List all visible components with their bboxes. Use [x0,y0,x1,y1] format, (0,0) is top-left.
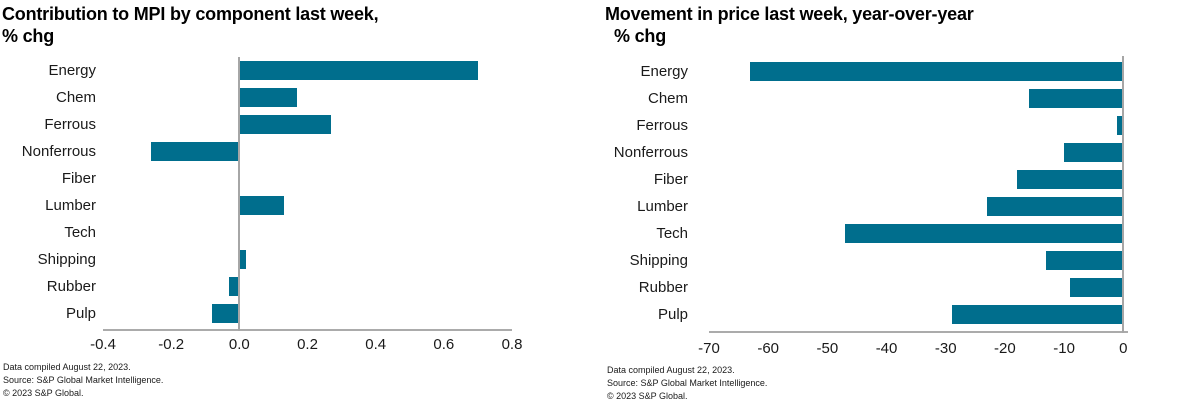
category-label-nonferrous: Nonferrous [21,143,96,160]
x-tick-label: -0.2 [158,336,185,353]
x-tick-label: 0 [1119,340,1128,357]
category-label-pulp: Pulp [65,305,96,322]
right-chart-title: Movement in price last week, year-over-y… [605,3,974,47]
copyright-note: © 2023 S&P Global. [607,391,688,401]
right-chart-title-line2: % chg [614,26,667,46]
left-chart-title: Contribution to MPI by component last we… [2,3,379,47]
x-tick-label: -10 [1053,340,1075,357]
category-label-ferrous: Ferrous [44,116,96,133]
category-label-ferrous: Ferrous [636,117,688,134]
bar-shipping [1046,251,1124,270]
bar-energy [239,61,478,80]
category-label-fiber: Fiber [61,170,96,187]
price-movement-chart: Movement in price last week, year-over-y… [590,0,1179,418]
category-label-rubber: Rubber [46,278,96,295]
category-label-shipping: Shipping [629,252,688,269]
category-label-energy: Energy [48,62,96,79]
category-label-rubber: Rubber [638,279,688,296]
x-tick-label: -30 [934,340,957,357]
bar-tech [845,224,1124,243]
category-label-lumber: Lumber [637,198,688,215]
left-source-footnote: Data compiled August 22, 2023. Source: S… [3,361,163,400]
category-label-shipping: Shipping [37,251,96,268]
x-axis-line [709,331,1128,333]
bar-chem [239,88,298,107]
x-tick-label: 0.8 [501,336,523,353]
x-tick-label: 0.6 [433,336,455,353]
left-chart-title-line1: Contribution to MPI by component last we… [2,4,379,24]
data-compiled-note: Data compiled August 22, 2023. [3,362,131,372]
category-label-tech: Tech [64,224,96,241]
x-tick-label: 0.4 [365,336,387,353]
x-tick-label: -70 [698,340,720,357]
right-source-footnote: Data compiled August 22, 2023. Source: S… [607,364,767,403]
bar-nonferrous [1064,143,1124,162]
bar-chem [1028,89,1124,108]
bar-rubber [1070,278,1124,297]
category-label-tech: Tech [656,225,688,242]
bar-rubber [229,277,240,296]
x-tick-label: 0.2 [297,336,318,353]
bar-nonferrous [150,142,240,161]
zero-baseline [238,57,241,331]
category-label-pulp: Pulp [657,306,688,323]
x-tick-label: -20 [994,340,1016,357]
category-label-chem: Chem [647,90,688,107]
bar-shipping [239,250,247,269]
copyright-note: © 2023 S&P Global. [3,388,84,398]
category-label-energy: Energy [640,63,688,80]
bar-lumber [239,196,284,215]
zero-baseline [1122,56,1125,333]
x-tick-label: -50 [816,340,839,357]
source-note: Source: S&P Global Market Intelligence. [607,378,768,388]
bar-fiber [1016,170,1124,189]
category-label-chem: Chem [55,89,96,106]
x-axis-line [103,329,512,331]
bar-pulp [212,304,240,323]
mpi-contribution-chart: Contribution to MPI by component last we… [2,3,523,400]
x-tick-label: -40 [875,340,898,357]
bar-ferrous [1117,116,1124,135]
left-chart-title-line2: % chg [2,26,55,46]
bar-ferrous [239,115,332,134]
source-note: Source: S&P Global Market Intelligence. [3,375,164,385]
category-label-nonferrous: Nonferrous [613,144,688,161]
category-label-lumber: Lumber [45,197,96,214]
category-label-fiber: Fiber [653,171,688,188]
x-tick-label: -60 [757,340,780,357]
data-compiled-note: Data compiled August 22, 2023. [607,365,735,375]
bar-pulp [951,305,1124,324]
right-chart-title-line1: Movement in price last week, year-over-y… [605,4,974,24]
x-tick-label: 0.0 [228,336,250,353]
bar-energy [750,62,1124,81]
x-tick-label: -0.4 [90,336,116,353]
bar-lumber [987,197,1124,216]
